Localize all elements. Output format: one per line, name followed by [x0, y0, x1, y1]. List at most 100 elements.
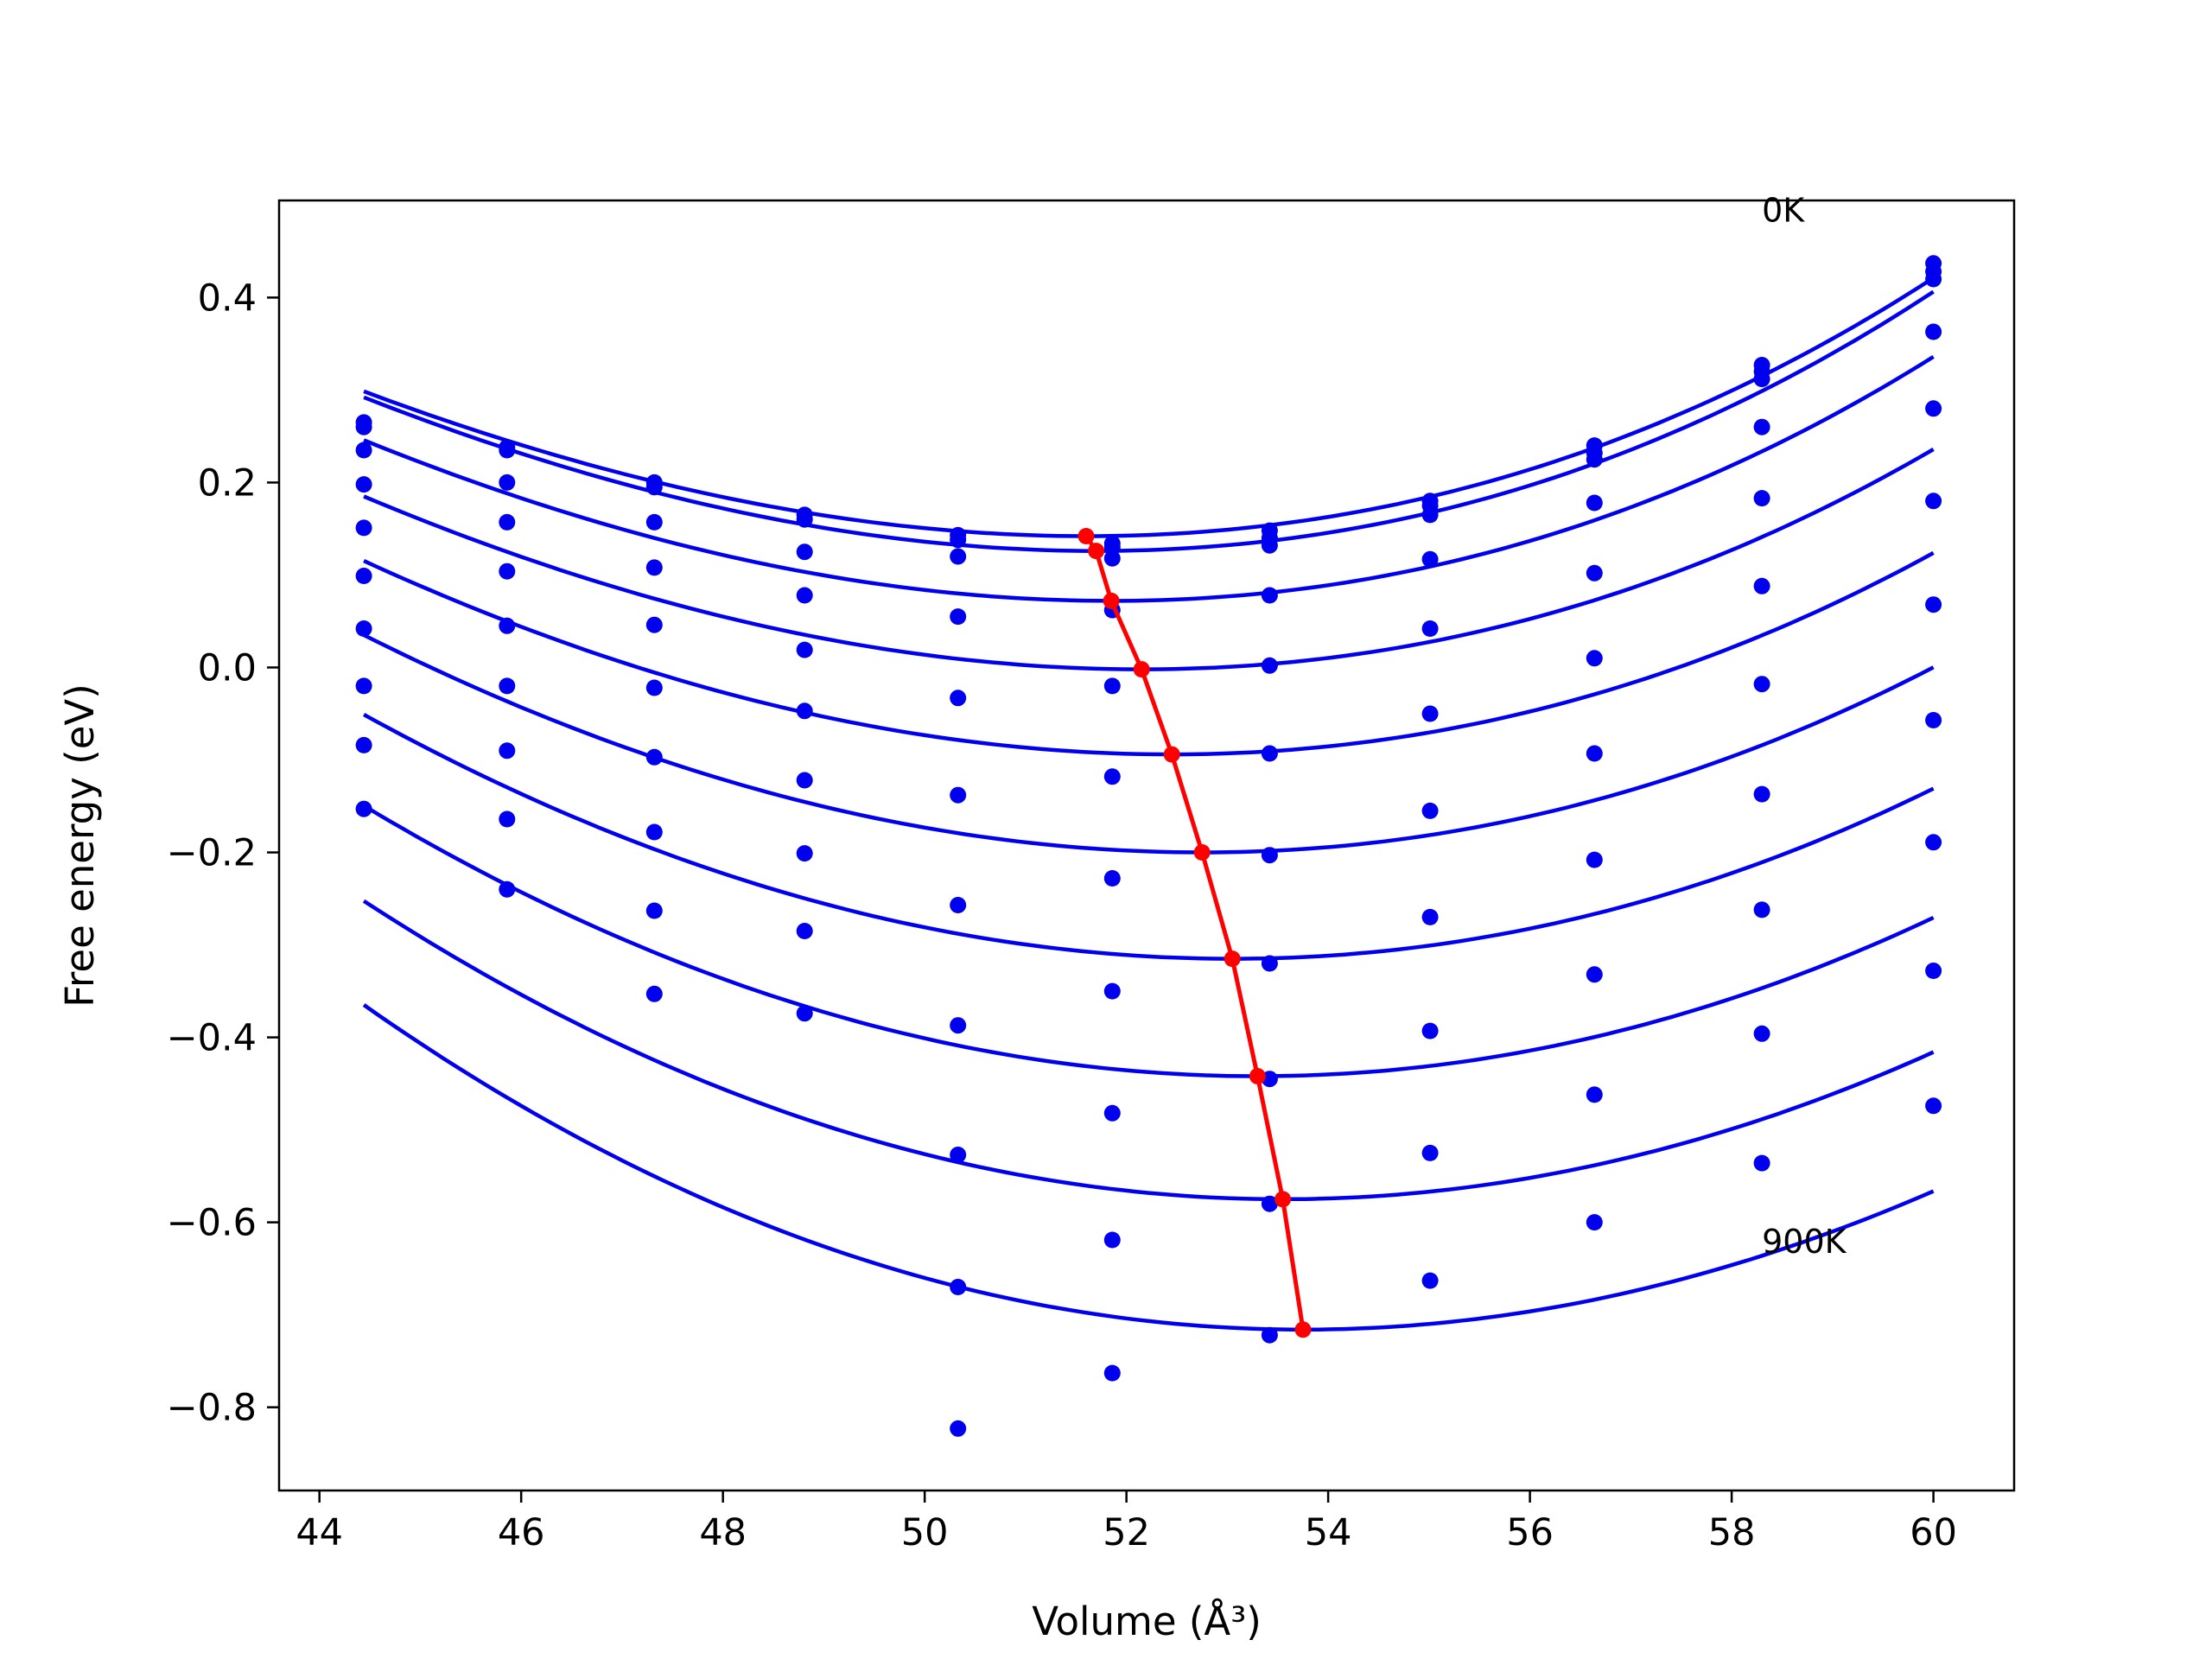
x-axis-ticks: 44 46 48 50 52 54 56 58 60	[296, 1491, 1957, 1554]
data-point	[1421, 506, 1439, 524]
minimum-point	[1103, 592, 1120, 609]
data-point	[1753, 901, 1770, 918]
data-point	[796, 772, 813, 789]
data-point	[796, 1005, 813, 1022]
y-tick-label: −0.8	[167, 1387, 257, 1430]
data-point	[355, 568, 372, 584]
data-point	[1753, 490, 1770, 507]
data-point	[1103, 1231, 1121, 1249]
data-point	[1261, 955, 1278, 972]
annotations: 0K 900K	[1762, 192, 1847, 1261]
data-point	[499, 742, 516, 760]
data-point	[645, 748, 663, 766]
data-point	[796, 845, 813, 862]
data-point	[1925, 712, 1942, 728]
data-point	[1925, 323, 1942, 340]
data-point	[499, 563, 516, 580]
data-point	[1586, 494, 1603, 512]
data-point	[950, 1420, 967, 1437]
data-point	[950, 531, 967, 549]
y-tick-label: −0.4	[167, 1017, 257, 1060]
data-point	[950, 897, 967, 913]
annotation-label: 0K	[1762, 192, 1805, 230]
data-point	[1261, 1195, 1278, 1212]
data-point	[1586, 564, 1603, 582]
minimum-path-line	[1084, 535, 1306, 1331]
x-tick-label: 52	[1103, 1511, 1150, 1554]
minimum-point	[1224, 950, 1241, 968]
minimum-path	[1077, 528, 1312, 1338]
data-point	[499, 677, 516, 695]
data-point	[1753, 371, 1770, 388]
data-point	[950, 548, 967, 565]
data-point	[499, 442, 516, 459]
data-point	[1103, 550, 1121, 567]
data-point	[950, 786, 967, 804]
data-point	[796, 923, 813, 939]
minimum-point	[1249, 1068, 1266, 1084]
x-tick-label: 56	[1506, 1511, 1554, 1554]
data-point	[1586, 650, 1603, 667]
data-point	[1421, 550, 1439, 568]
minimum-point	[1274, 1191, 1292, 1208]
data-point	[1925, 270, 1942, 288]
minimum-point	[1077, 528, 1095, 544]
x-tick-label: 48	[699, 1511, 747, 1554]
data-point	[499, 474, 516, 491]
data-point	[1753, 676, 1770, 693]
data-point	[1261, 537, 1278, 554]
data-point	[1586, 851, 1603, 868]
data-point	[796, 511, 813, 528]
x-tick-label: 46	[498, 1511, 545, 1554]
data-point	[1103, 870, 1121, 887]
data-point	[355, 519, 372, 537]
minimum-point	[1193, 844, 1211, 861]
data-point	[1586, 966, 1603, 983]
data-point	[1753, 577, 1770, 594]
x-tick-label: 60	[1910, 1511, 1957, 1554]
data-point	[796, 641, 813, 658]
data-point	[1421, 620, 1439, 637]
data-point	[950, 690, 967, 707]
data-point	[1586, 745, 1603, 762]
fit-curve-6	[363, 713, 1935, 961]
data-point	[1261, 745, 1278, 762]
data-point	[1261, 1326, 1278, 1344]
x-tick-label: 58	[1708, 1511, 1756, 1554]
x-tick-label: 54	[1305, 1511, 1352, 1554]
data-point	[1421, 1272, 1439, 1289]
x-tick-label: 44	[296, 1511, 343, 1554]
data-point	[645, 679, 663, 696]
data-point	[1925, 400, 1942, 417]
fit-curve-9	[362, 1003, 1935, 1332]
data-point	[1261, 587, 1278, 604]
y-tick-label: 0.4	[198, 276, 257, 320]
data-point	[1421, 705, 1439, 722]
data-point	[1421, 802, 1439, 819]
data-point	[355, 418, 372, 435]
data-point	[950, 1147, 967, 1163]
plot-frame	[277, 199, 2016, 1492]
fit-curve-1	[363, 289, 1935, 553]
data-point	[645, 513, 663, 531]
fit-curve-8	[362, 899, 1935, 1202]
data-point	[499, 810, 516, 828]
data-point	[1103, 768, 1121, 785]
data-point	[1421, 1144, 1439, 1161]
data-point	[1753, 785, 1770, 803]
y-tick-label: −0.6	[167, 1202, 257, 1245]
data-point	[355, 442, 372, 459]
data-point	[796, 702, 813, 720]
data-points	[355, 255, 1942, 1437]
data-point	[950, 608, 967, 626]
data-point	[355, 476, 372, 493]
data-point	[1586, 1086, 1603, 1103]
data-point	[355, 620, 372, 637]
data-point	[1925, 493, 1942, 510]
data-point	[950, 1017, 967, 1034]
data-point	[1925, 963, 1942, 979]
data-point	[355, 736, 372, 753]
fit-curve-5	[363, 632, 1935, 855]
